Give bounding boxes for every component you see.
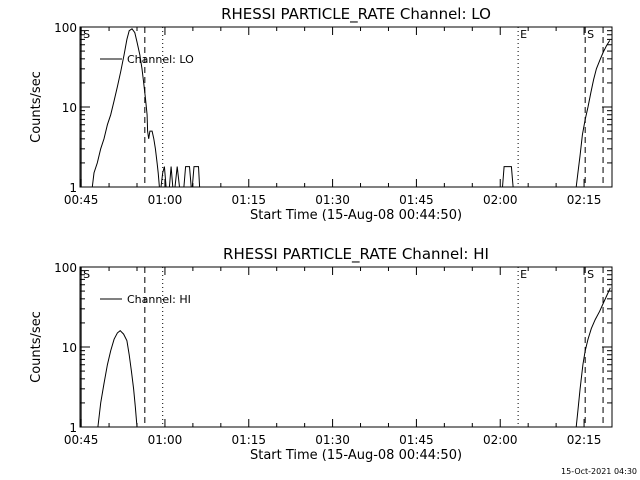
series-line-segment [168, 166, 174, 188]
series-line-segment [160, 166, 167, 188]
series-line-segment [91, 28, 160, 188]
plot-frame [79, 266, 613, 428]
event-marker-label: S [83, 268, 90, 281]
legend-label: Channel: LO [127, 53, 194, 66]
event-marker-label: S [587, 268, 594, 281]
x-tick-label: 00:45 [64, 433, 99, 447]
y-tick-label: 1 [69, 421, 77, 435]
y-tick-label: 1 [69, 181, 77, 195]
x-tick-label: 02:00 [483, 433, 518, 447]
series-line-segment [502, 166, 514, 188]
y-tick-label: 10 [62, 101, 77, 115]
series-line-segment [575, 287, 611, 428]
series-line-segment [191, 166, 201, 188]
x-axis-label: Start Time (15-Aug-08 00:44:50) [250, 448, 462, 463]
x-tick-label: 01:30 [315, 433, 350, 447]
x-tick-label: 02:15 [567, 433, 602, 447]
series-line-segment [575, 40, 611, 188]
y-tick-label: 100 [54, 261, 77, 275]
x-tick-label: 02:15 [567, 193, 602, 207]
series-line-segment [174, 166, 180, 188]
timestamp-label: 15-Oct-2021 04:30 [561, 467, 637, 476]
chart-panel-lo: RHESSI PARTICLE_RATE Channel: LO 00:45 01:… [29, 5, 613, 223]
event-marker-label: E [520, 28, 527, 41]
chart-title: RHESSI PARTICLE_RATE Channel: LO [221, 5, 491, 24]
x-tick-label: 01:00 [148, 433, 183, 447]
plot-frame [79, 26, 613, 188]
legend-label: Channel: HI [127, 293, 191, 306]
y-axis-label: Counts/sec [29, 311, 44, 383]
series-line-segment [97, 330, 138, 428]
x-tick-label: 01:30 [315, 193, 350, 207]
y-tick-label: 100 [54, 21, 77, 35]
x-tick-label: 01:15 [231, 433, 266, 447]
chart-title: RHESSI PARTICLE_RATE Channel: HI [223, 245, 489, 264]
x-tick-label: 01:45 [399, 193, 434, 207]
x-tick-label: 02:00 [483, 193, 518, 207]
x-axis-label: Start Time (15-Aug-08 00:44:50) [250, 208, 462, 223]
y-tick-label: 10 [62, 341, 77, 355]
x-tick-label: 00:45 [64, 193, 99, 207]
event-marker-label: E [520, 268, 527, 281]
event-marker-label: S [83, 28, 90, 41]
series-line-segment [183, 166, 192, 188]
x-tick-label: 01:45 [399, 433, 434, 447]
x-tick-label: 01:15 [231, 193, 266, 207]
x-tick-label: 01:00 [148, 193, 183, 207]
chart-panel-hi: RHESSI PARTICLE_RATE Channel: HI 00:45 01:… [29, 245, 613, 463]
y-axis-label: Counts/sec [29, 71, 44, 143]
event-marker-label: S [587, 28, 594, 41]
